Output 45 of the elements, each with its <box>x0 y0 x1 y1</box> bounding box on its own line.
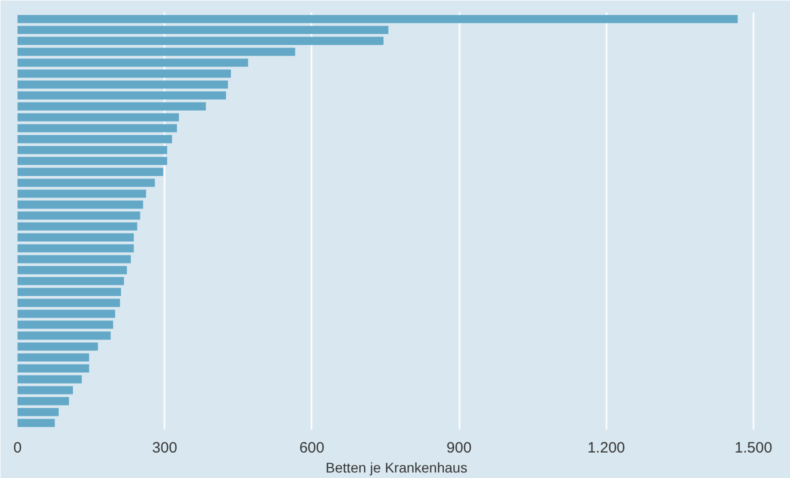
bar <box>18 310 116 318</box>
bar <box>18 14 738 24</box>
x-tick-label: 600 <box>299 440 324 456</box>
bar <box>18 58 248 67</box>
bar <box>18 386 73 394</box>
bar <box>18 200 144 209</box>
bar <box>18 298 120 307</box>
bar <box>18 408 59 416</box>
x-tick-label: 1.200 <box>587 440 626 456</box>
bar <box>18 266 127 274</box>
bar <box>18 135 172 144</box>
bar <box>18 124 177 132</box>
bar <box>18 36 384 45</box>
bar <box>18 375 82 384</box>
bar <box>18 397 70 406</box>
bar <box>18 146 168 154</box>
bar <box>18 353 90 362</box>
bar <box>18 211 140 220</box>
bar <box>18 26 388 34</box>
bar <box>18 288 122 296</box>
bar <box>18 255 131 264</box>
bar <box>18 276 124 286</box>
bar <box>18 342 98 351</box>
bar <box>18 222 138 231</box>
x-tick-label: 1.500 <box>734 440 772 456</box>
bar <box>18 91 226 100</box>
bar <box>18 332 111 340</box>
bar <box>18 320 114 329</box>
bar <box>18 168 164 176</box>
bar <box>18 364 90 372</box>
x-tick-label: 0 <box>13 440 22 456</box>
bar <box>18 190 146 198</box>
bar <box>18 80 228 89</box>
x-tick-label: 900 <box>446 440 472 456</box>
x-axis-title: Betten je Krankenhaus <box>326 460 468 476</box>
bar <box>18 102 206 110</box>
bar <box>18 244 134 252</box>
bar <box>18 156 168 166</box>
bar <box>18 70 231 78</box>
bar <box>18 178 155 187</box>
bar <box>18 418 55 428</box>
bar <box>18 48 296 56</box>
bar <box>18 113 179 122</box>
x-tick-label: 300 <box>152 440 178 456</box>
bar <box>18 233 134 242</box>
